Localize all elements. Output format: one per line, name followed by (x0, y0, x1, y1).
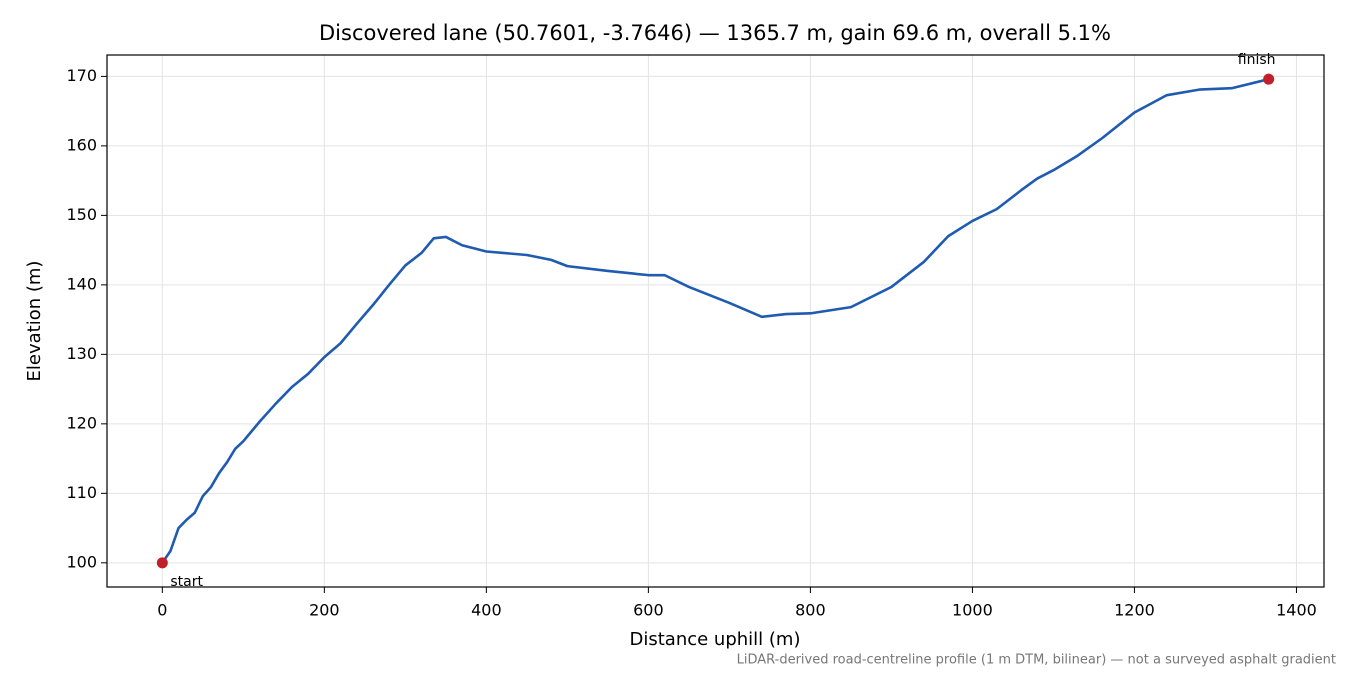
endpoint-marker (156, 557, 168, 569)
x-tick-label: 1000 (952, 601, 993, 620)
y-tick-label: 130 (66, 344, 97, 363)
elevation-line (161, 77, 1269, 564)
footnote: LiDAR-derived road-centreline profile (1… (737, 653, 1336, 668)
x-tick-label: 1200 (1114, 601, 1155, 620)
y-tick-label: 160 (66, 135, 97, 154)
endpoint-label: finish (1238, 52, 1276, 68)
x-tick-label: 400 (471, 601, 502, 620)
plot-frame (106, 54, 1325, 588)
x-tick-label: 600 (633, 601, 664, 620)
chart-title: Discovered lane (50.7601, -3.7646) — 136… (319, 21, 1111, 45)
x-tick-label: 1400 (1276, 601, 1317, 620)
y-tick-label: 110 (66, 483, 97, 502)
endpoint-label: start (170, 574, 203, 590)
x-tick-label: 200 (309, 601, 340, 620)
x-tick-label: 800 (795, 601, 826, 620)
x-tick-label: 0 (157, 601, 167, 620)
endpoint-marker (1263, 73, 1275, 85)
y-tick-label: 100 (66, 552, 97, 571)
y-tick-label: 150 (66, 205, 97, 224)
x-axis-label: Distance uphill (m) (630, 629, 801, 650)
y-tick-label: 170 (66, 66, 97, 85)
y-axis-label: Elevation (m) (24, 261, 45, 382)
y-tick-label: 120 (66, 413, 97, 432)
y-tick-label: 140 (66, 274, 97, 293)
